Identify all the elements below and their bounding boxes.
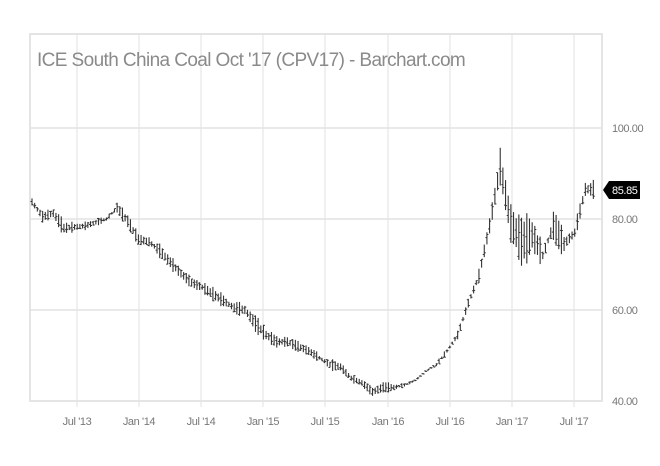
grid — [29, 33, 603, 407]
y-tick-label: 60.00 — [612, 305, 638, 317]
y-tick-label: 100.00 — [612, 123, 644, 135]
y-tick-label: 80.00 — [612, 214, 638, 226]
last-price-label: 85.85 — [612, 185, 638, 197]
x-tick-label: Jul '14 — [187, 416, 216, 428]
chart-title: ICE South China Coal Oct '17 (CPV17) - B… — [37, 50, 465, 71]
x-tick-label: Jul '17 — [560, 416, 589, 428]
x-tick-label: Jan '14 — [123, 416, 156, 428]
x-tick-label: Jan '15 — [247, 416, 280, 428]
x-axis: Jul '13 Jan '14 Jul '14 Jan '15 Jul '15 Jan '… — [63, 416, 589, 428]
plot-border — [29, 33, 603, 402]
x-tick-label: Jul '13 — [63, 416, 92, 428]
x-tick-label: Jan '16 — [372, 416, 405, 428]
y-tick-label: 40.00 — [612, 396, 638, 408]
last-price-marker: 85.85 — [603, 181, 640, 199]
x-tick-label: Jan '17 — [496, 416, 529, 428]
x-tick-label: Jul '16 — [436, 416, 465, 428]
y-axis: 100.00 80.00 60.00 40.00 — [612, 123, 644, 408]
x-tick-label: Jul '15 — [311, 416, 340, 428]
price-bars — [30, 147, 595, 396]
last-price-tag — [603, 181, 640, 199]
